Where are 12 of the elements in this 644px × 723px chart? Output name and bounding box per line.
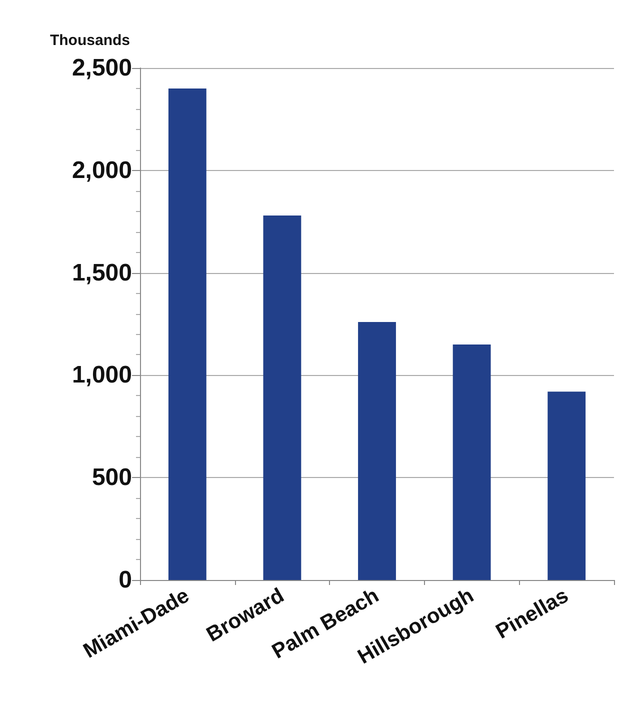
y-tick-label: 2,000 — [72, 156, 132, 184]
y-axis-title: Thousands — [50, 32, 130, 49]
bar — [263, 215, 302, 580]
y-tick-label: 2,500 — [72, 54, 132, 82]
y-tick-label: 0 — [118, 566, 132, 594]
bar — [358, 322, 396, 580]
y-tick-label: 1,500 — [72, 259, 132, 286]
bar — [452, 344, 491, 580]
bar — [548, 392, 586, 580]
bar — [168, 88, 206, 580]
y-tick-label: 1,000 — [72, 362, 132, 389]
y-tick-label: 500 — [92, 464, 132, 492]
